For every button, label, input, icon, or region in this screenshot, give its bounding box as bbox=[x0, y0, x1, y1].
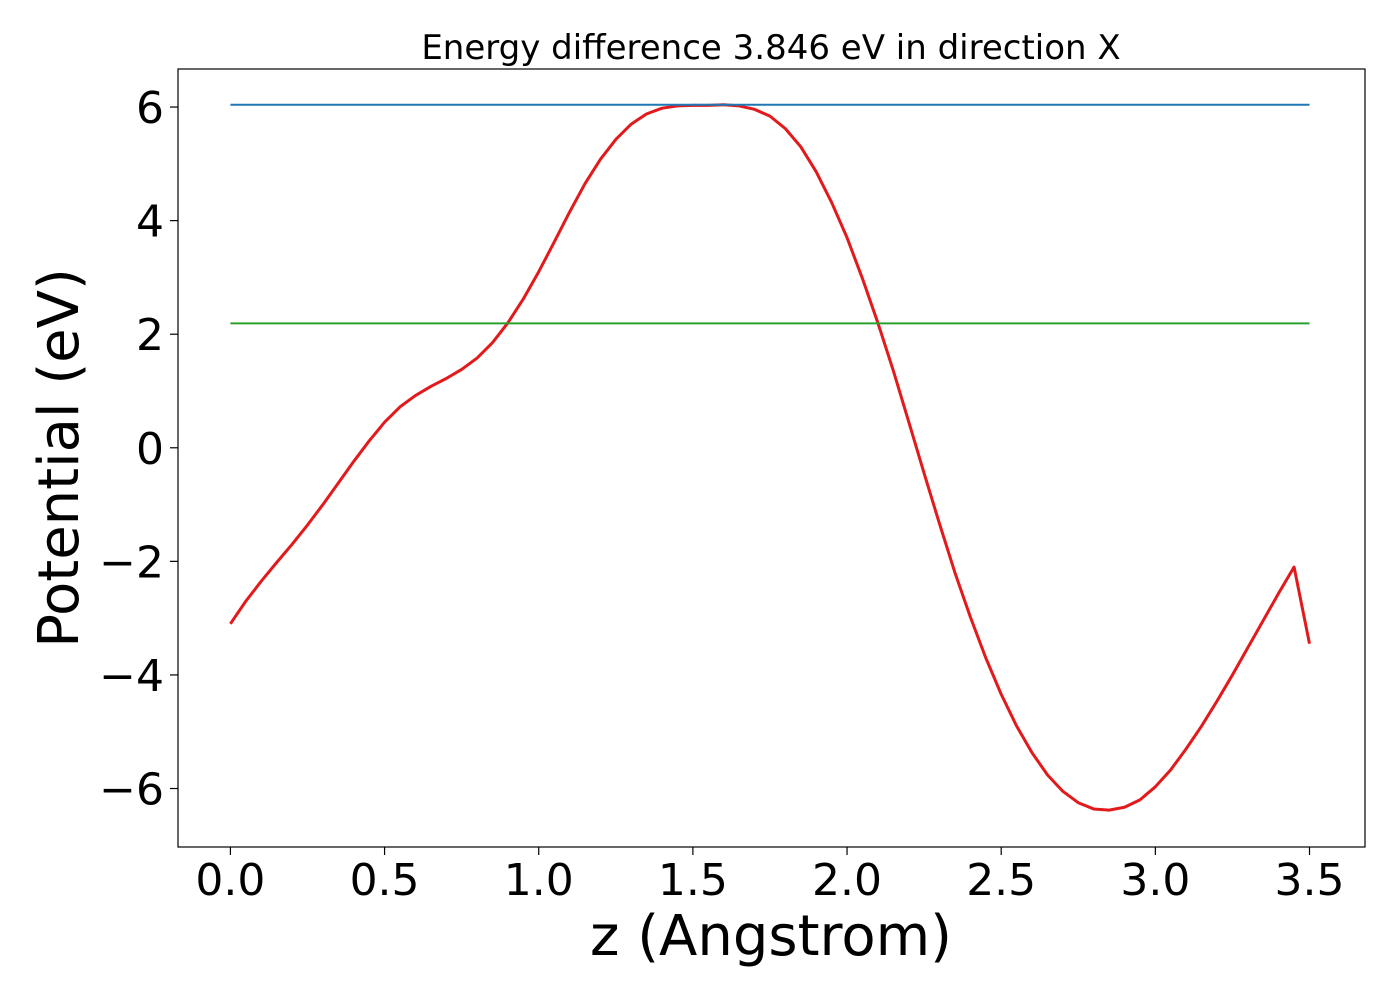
y-tick-label: −2 bbox=[99, 537, 164, 588]
x-axis-ticks: 0.0 0.5 1.0 1.5 2.0 2.5 3.0 3.5 bbox=[195, 847, 1344, 906]
x-tick-label: 1.0 bbox=[504, 855, 574, 906]
plot-area-frame bbox=[177, 68, 1366, 848]
x-tick-label: 0.0 bbox=[195, 855, 265, 906]
y-tick-label: 4 bbox=[136, 197, 164, 248]
x-axis-label: z (Angstrom) bbox=[590, 904, 952, 969]
x-tick-label: 0.5 bbox=[350, 855, 420, 906]
y-axis-ticks: −6 −4 −2 0 2 4 6 bbox=[99, 83, 178, 816]
y-tick-label: 6 bbox=[136, 83, 164, 134]
chart-title: Energy difference 3.846 eV in direction … bbox=[421, 28, 1120, 68]
x-tick-label: 2.5 bbox=[966, 855, 1036, 906]
series-line-1 bbox=[229, 103, 1311, 812]
y-axis-label: Potential (eV) bbox=[27, 268, 92, 648]
y-tick-label: 0 bbox=[136, 424, 164, 475]
y-tick-label: −6 bbox=[99, 765, 164, 816]
x-tick-label: 3.5 bbox=[1275, 855, 1345, 906]
x-tick-label: 3.0 bbox=[1120, 855, 1190, 906]
y-tick-label: 2 bbox=[136, 310, 164, 361]
series-layer bbox=[229, 103, 1311, 812]
y-tick-label: −4 bbox=[99, 651, 164, 702]
x-tick-label: 1.5 bbox=[658, 855, 728, 906]
x-tick-label: 2.0 bbox=[812, 855, 882, 906]
